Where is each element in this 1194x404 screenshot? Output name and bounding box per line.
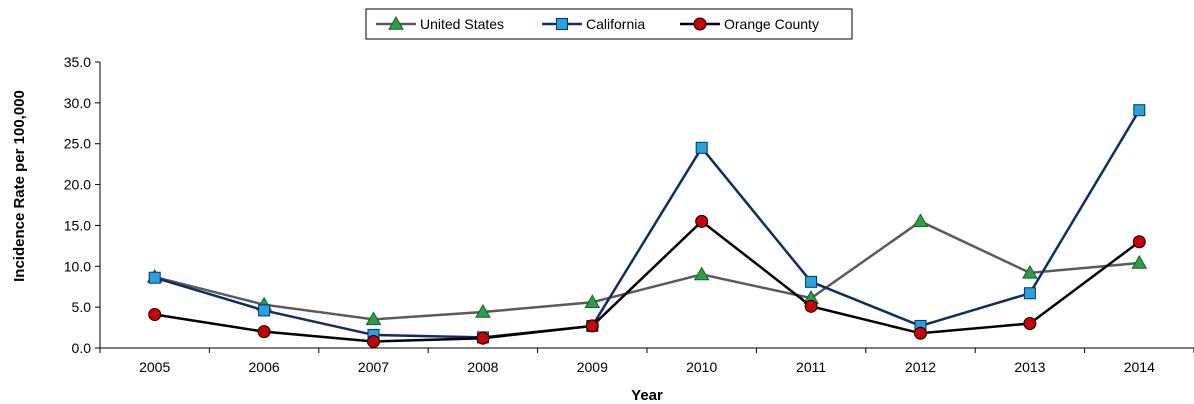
data-point xyxy=(695,214,709,228)
legend-entry: United States xyxy=(376,15,504,32)
legend-label: Orange County xyxy=(724,16,819,32)
y-tick-label: 30.0 xyxy=(64,95,91,111)
y-tick-label: 5.0 xyxy=(72,299,92,315)
legend-circle-icon xyxy=(693,17,707,31)
y-tick-label: 0.0 xyxy=(72,340,92,356)
y-tick-label: 15.0 xyxy=(64,217,91,233)
series-line xyxy=(154,109,1141,339)
x-tick-label: 2014 xyxy=(1124,359,1155,375)
data-point xyxy=(585,319,599,333)
y-tick-label: 25.0 xyxy=(64,136,91,152)
legend-entry: California xyxy=(542,16,645,32)
data-point xyxy=(475,304,491,318)
y-tick-label: 10.0 xyxy=(64,258,91,274)
data-point xyxy=(805,275,818,288)
data-point xyxy=(148,307,162,321)
series-orange-county xyxy=(148,214,1146,348)
legend-triangle-icon xyxy=(388,15,404,30)
data-point xyxy=(148,271,161,284)
y-tick-label: 20.0 xyxy=(64,177,91,193)
series-line xyxy=(154,219,1140,321)
y-axis-title: Incidence Rate per 100,000 xyxy=(11,90,28,282)
x-tick-label: 2010 xyxy=(686,359,717,375)
y-axis: 0.0 5.0 10.0 15.0 20.0 25.0 30.0 35.0 xyxy=(64,54,101,356)
legend-square-icon xyxy=(556,18,568,30)
data-point xyxy=(476,331,490,345)
data-point xyxy=(1023,287,1036,300)
data-point xyxy=(804,299,818,313)
x-axis: 2005 2006 2007 2008 2009 2010 2011 2012 2013 2014 xyxy=(99,347,1194,375)
data-point xyxy=(258,304,271,317)
data-point xyxy=(365,311,382,326)
x-tick-label: 2013 xyxy=(1014,359,1045,375)
x-tick-label: 2011 xyxy=(796,359,826,375)
series-layer xyxy=(146,104,1148,348)
data-point xyxy=(914,326,927,340)
x-tick-label: 2005 xyxy=(139,359,170,375)
x-tick-label: 2007 xyxy=(358,359,389,375)
data-point xyxy=(912,213,929,228)
series-california xyxy=(148,104,1146,344)
data-point xyxy=(695,141,708,154)
legend-label: California xyxy=(586,16,645,32)
data-point xyxy=(693,266,710,281)
data-point xyxy=(1133,104,1146,117)
series-united-states xyxy=(146,213,1148,326)
legend-entry: Orange County xyxy=(680,16,819,32)
data-point xyxy=(584,294,601,308)
data-point xyxy=(1023,316,1037,330)
x-tick-label: 2009 xyxy=(577,359,608,375)
data-point xyxy=(257,325,271,339)
x-tick-label: 2008 xyxy=(467,359,498,375)
data-point xyxy=(1022,264,1038,279)
data-point xyxy=(1131,255,1148,269)
legend-label: United States xyxy=(420,16,504,32)
y-tick-label: 35.0 xyxy=(64,54,91,70)
legend: United States California Orange County xyxy=(365,8,853,40)
x-axis-title: Year xyxy=(631,387,663,404)
legend-box xyxy=(365,8,853,40)
x-tick-label: 2012 xyxy=(905,359,936,375)
data-point xyxy=(367,334,380,348)
data-point xyxy=(1132,235,1146,249)
x-tick-label: 2006 xyxy=(249,359,280,375)
series-line xyxy=(154,219,1141,343)
